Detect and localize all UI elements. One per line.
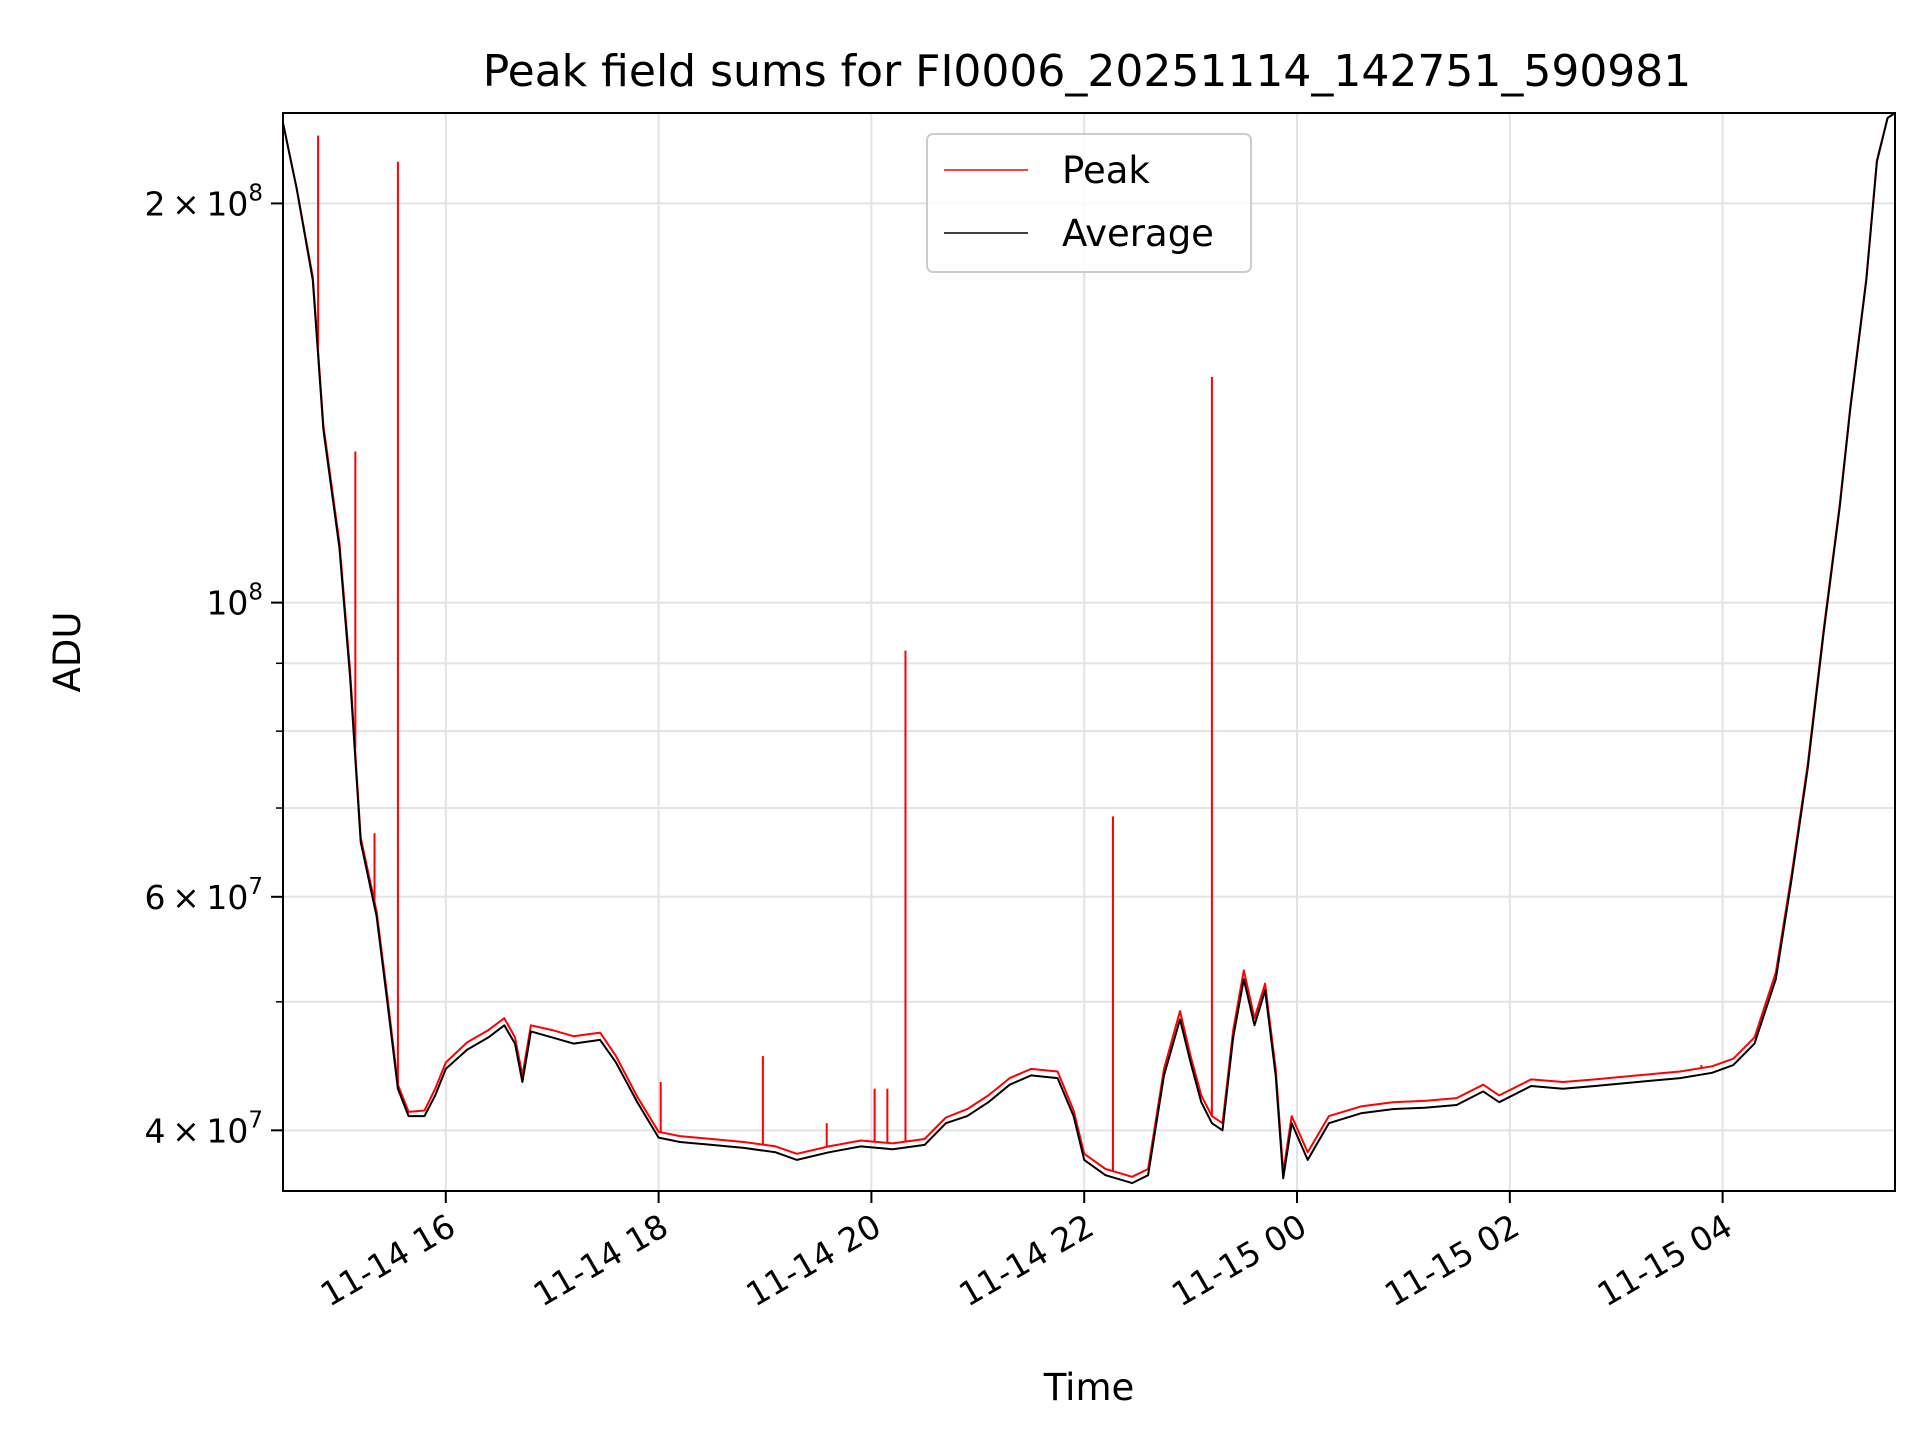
plot-frame bbox=[282, 112, 1896, 1192]
legend-label-average: Average bbox=[1062, 212, 1214, 255]
series-layer bbox=[283, 113, 1895, 1185]
legend: Peak Average bbox=[926, 133, 1252, 273]
y-tick-label: 6 × 107 bbox=[145, 874, 263, 917]
y-axis-label: ADU bbox=[46, 612, 89, 693]
y-tick-label: 2 × 108 bbox=[145, 180, 263, 223]
legend-label-peak: Peak bbox=[1062, 149, 1150, 192]
y-tick-label: 4 × 107 bbox=[145, 1107, 263, 1150]
legend-box bbox=[926, 133, 1252, 273]
series-line-peak bbox=[283, 113, 1895, 1178]
y-tick-label: 108 bbox=[206, 580, 263, 623]
series-line-average bbox=[283, 113, 1895, 1185]
y-axis: 4 × 107 6 × 107 108 2 × 108 bbox=[145, 180, 283, 1150]
chart-title: Peak field sums for FI0006_20251114_1427… bbox=[483, 46, 1692, 97]
x-axis-label: Time bbox=[1043, 1366, 1135, 1409]
